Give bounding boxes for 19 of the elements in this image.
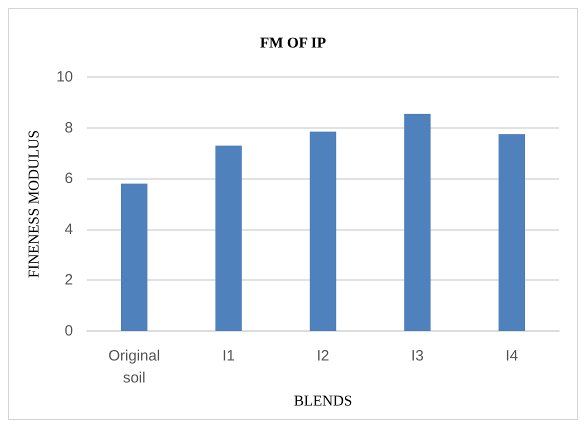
y-tick-label: 4 [64,220,73,238]
y-tick-label: 0 [64,322,73,340]
y-tick-label: 10 [56,68,73,86]
bar [120,184,148,331]
x-tick-label: Original soil [108,348,160,386]
chart-title: FM OF IP [260,36,326,52]
y-tick-label: 6 [64,170,73,188]
x-tick-label: I2 [316,348,330,364]
y-tick-label: 8 [64,119,73,136]
x-tick-label: I3 [411,348,424,364]
y-axis-title: FINENESS MODULUS [26,130,42,278]
x-tick-label: I1 [222,348,235,364]
bar [215,146,242,331]
bar [498,134,526,331]
x-axis-title: BLENDS [294,393,352,410]
y-tick-label: 2 [64,272,73,289]
bar [310,132,336,331]
bar [404,114,431,331]
x-tick-label: I4 [506,348,518,364]
